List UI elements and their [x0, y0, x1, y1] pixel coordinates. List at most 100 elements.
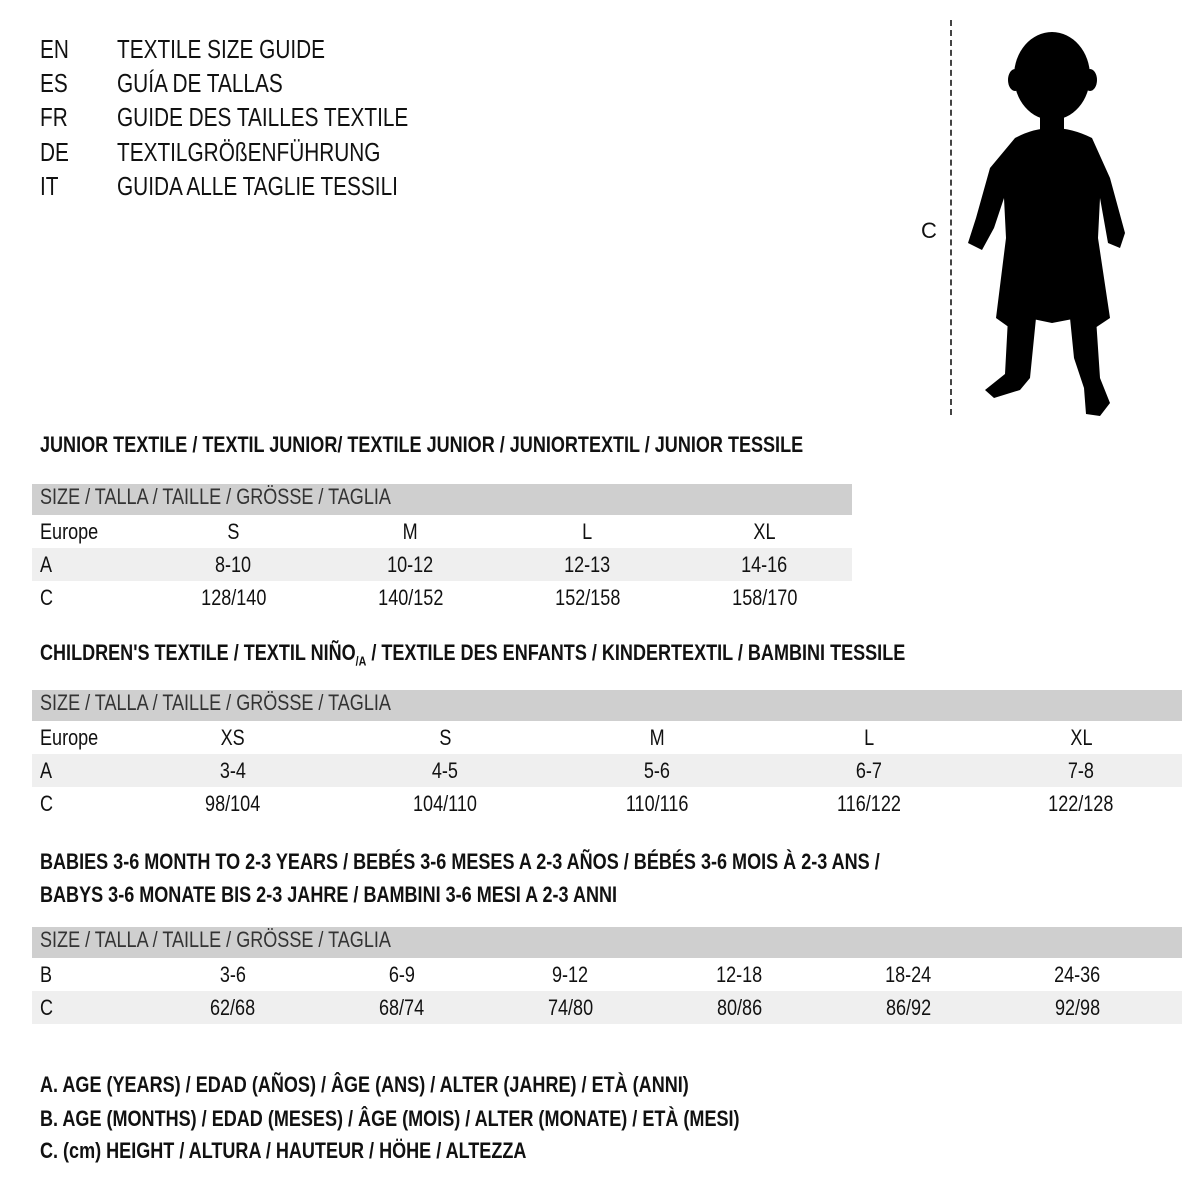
table-cell: XL: [676, 519, 853, 545]
table-row: C 98/104 104/110 110/116 116/122 122/128: [32, 787, 1182, 820]
title-text: GUIDE DES TAILLES TEXTILE: [117, 102, 409, 132]
table-cell: 5-6: [551, 758, 763, 784]
cell-value: 122/128: [1048, 790, 1114, 816]
table-cell: M: [551, 725, 763, 751]
junior-heading-text: JUNIOR TEXTILE / TEXTIL JUNIOR/ TEXTILE …: [40, 432, 804, 457]
cell-value: XL: [753, 518, 776, 544]
table-cell: 80/86: [655, 995, 824, 1021]
table-cell: 158/170: [676, 585, 853, 611]
cell-value: 5-6: [643, 757, 671, 783]
table-cell: L: [499, 519, 676, 545]
title-text: GUÍA DE TALLAS: [117, 68, 283, 98]
table-cell: S: [145, 519, 322, 545]
cell-value: 140/152: [377, 584, 444, 610]
table-cell: 6-7: [763, 758, 975, 784]
language-code: FR: [40, 102, 68, 132]
legend-a: A. AGE (YEARS) / EDAD (AÑOS) / ÂGE (ANS)…: [40, 1072, 831, 1098]
cell-value: L: [582, 518, 593, 544]
table-cell: 116/122: [763, 791, 975, 817]
size-header-row: SIZE / TALLA / TAILLE / GRÖSSE / TAGLIA: [32, 690, 1182, 721]
table-cell: 24-36: [993, 962, 1162, 988]
table-cell: L: [763, 725, 975, 751]
cell-value: 128/140: [200, 584, 267, 610]
table-cell: 74/80: [486, 995, 655, 1021]
table-cell: XS: [127, 725, 339, 751]
cell-value: XS: [220, 724, 246, 750]
junior-section-heading: JUNIOR TEXTILE / TEXTIL JUNIOR/ TEXTILE …: [40, 432, 971, 458]
table-cell: 18-24: [824, 962, 993, 988]
table-cell: 92/98: [993, 995, 1162, 1021]
size-header-text: SIZE / TALLA / TAILLE / GRÖSSE / TAGLIA: [40, 690, 391, 715]
row-label-text: A: [40, 551, 53, 577]
babies-section-heading-line2: BABYS 3-6 MONATE BIS 2-3 JAHRE / BAMBINI…: [40, 882, 744, 908]
table-cell: 14-16: [676, 552, 853, 578]
table-cell: 12-18: [655, 962, 824, 988]
row-label: B: [32, 962, 148, 988]
row-label-text: Europe: [40, 518, 99, 544]
children-heading-subscript: /A: [355, 653, 367, 669]
row-label: A: [32, 552, 145, 578]
cell-value: 24-36: [1054, 961, 1101, 987]
title-text: TEXTILE SIZE GUIDE: [117, 34, 326, 64]
babies-section-heading-line1: BABIES 3-6 MONTH TO 2-3 YEARS / BEBÉS 3-…: [40, 849, 1064, 875]
babies-size-table: SIZE / TALLA / TAILLE / GRÖSSE / TAGLIA B…: [32, 927, 1182, 1024]
size-header-text: SIZE / TALLA / TAILLE / GRÖSSE / TAGLIA: [40, 484, 391, 509]
size-header-cell: SIZE / TALLA / TAILLE / GRÖSSE / TAGLIA: [32, 690, 1182, 716]
babies-heading-text: BABYS 3-6 MONATE BIS 2-3 JAHRE / BAMBINI…: [40, 882, 618, 907]
cell-value: 12-18: [716, 961, 763, 987]
cell-value: 7-8: [1067, 757, 1095, 783]
table-cell: 4-5: [339, 758, 551, 784]
cell-value: 68/74: [378, 994, 425, 1020]
row-label: A: [32, 758, 127, 784]
table-cell: 110/116: [551, 791, 763, 817]
babies-heading-text: BABIES 3-6 MONTH TO 2-3 YEARS / BEBÉS 3-…: [40, 849, 880, 874]
cell-value: 6-7: [855, 757, 883, 783]
table-cell: 152/158: [499, 585, 676, 611]
cell-value: XL: [1069, 724, 1093, 750]
cell-value: 10-12: [387, 551, 434, 577]
size-header-cell: SIZE / TALLA / TAILLE / GRÖSSE / TAGLIA: [32, 927, 1182, 953]
children-heading-text: CHILDREN'S TEXTILE / TEXTIL NIÑO: [40, 640, 356, 665]
title-text: TEXTILGRÖßENFÜHRUNG: [117, 137, 381, 167]
row-label-text: C: [40, 790, 54, 816]
table-row: Europe XS S M L XL: [32, 721, 1182, 754]
size-header-row: SIZE / TALLA / TAILLE / GRÖSSE / TAGLIA: [32, 484, 852, 515]
cell-value: 98/104: [205, 790, 261, 816]
row-label: C: [32, 995, 148, 1021]
row-label-text: A: [40, 757, 53, 783]
table-cell: XL: [975, 725, 1187, 751]
table-cell: 7-8: [975, 758, 1187, 784]
cell-value: M: [402, 518, 419, 544]
legend-c: C. (cm) HEIGHT / ALTURA / HAUTEUR / HÖHE…: [40, 1138, 633, 1164]
table-cell: 86/92: [824, 995, 993, 1021]
legend-b: B. AGE (MONTHS) / EDAD (MESES) / ÂGE (MO…: [40, 1106, 893, 1132]
cell-value: M: [649, 724, 665, 750]
cell-value: L: [863, 724, 875, 750]
cell-value: 6-9: [388, 961, 415, 987]
cell-value: 4-5: [431, 757, 459, 783]
table-row: C 62/68 68/74 74/80 80/86 86/92 92/98: [32, 991, 1182, 1024]
legend-text: A. AGE (YEARS) / EDAD (AÑOS) / ÂGE (ANS)…: [40, 1072, 689, 1097]
table-cell: 3-4: [127, 758, 339, 784]
children-heading-text-rest: / TEXTILE DES ENFANTS / KINDERTEXTIL / B…: [366, 640, 906, 665]
cell-value: 14-16: [741, 551, 788, 577]
table-cell: 6-9: [317, 962, 486, 988]
table-cell: 9-12: [486, 962, 655, 988]
junior-size-table: SIZE / TALLA / TAILLE / GRÖSSE / TAGLIA E…: [32, 484, 852, 614]
table-cell: 122/128: [975, 791, 1187, 817]
row-label-text: C: [40, 994, 54, 1020]
children-size-table: SIZE / TALLA / TAILLE / GRÖSSE / TAGLIA E…: [32, 690, 1182, 820]
cell-value: 116/122: [837, 790, 901, 816]
legend-text: C. (cm) HEIGHT / ALTURA / HAUTEUR / HÖHE…: [40, 1138, 527, 1163]
table-cell: M: [322, 519, 499, 545]
table-cell: 62/68: [148, 995, 317, 1021]
table-cell: 98/104: [127, 791, 339, 817]
table-row: Europe S M L XL: [32, 515, 852, 548]
cell-value: S: [438, 724, 452, 750]
cell-value: 74/80: [547, 994, 594, 1020]
row-label: Europe: [32, 519, 145, 545]
table-cell: 8-10: [145, 552, 322, 578]
row-label: Europe: [32, 725, 127, 751]
row-label-text: Europe: [40, 724, 99, 750]
